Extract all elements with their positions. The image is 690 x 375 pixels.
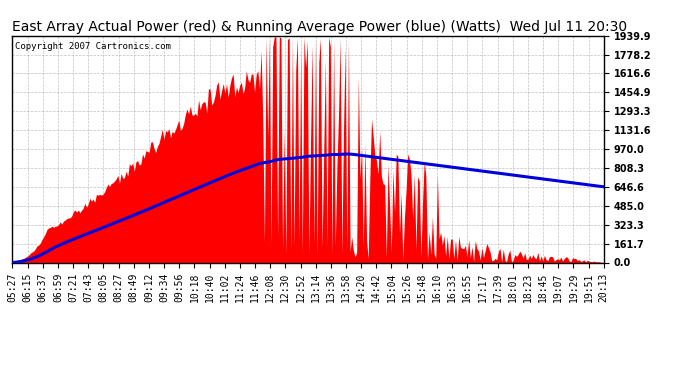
Text: Copyright 2007 Cartronics.com: Copyright 2007 Cartronics.com <box>15 42 171 51</box>
Text: East Array Actual Power (red) & Running Average Power (blue) (Watts)  Wed Jul 11: East Array Actual Power (red) & Running … <box>12 21 627 34</box>
